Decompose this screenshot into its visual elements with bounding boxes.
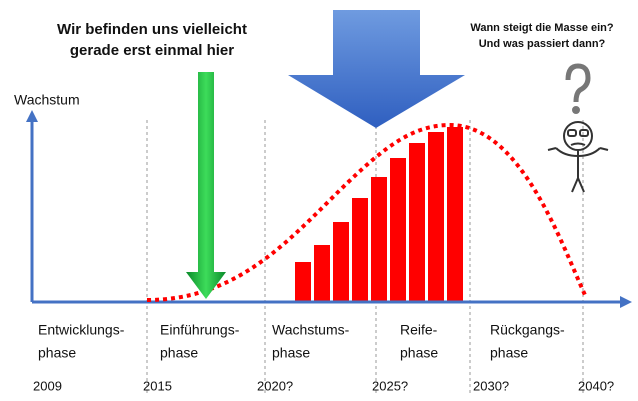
lifecycle-curve xyxy=(146,122,587,302)
year-label: 2020? xyxy=(257,378,293,393)
x-arrowhead xyxy=(620,296,632,308)
phase-label: Reife- xyxy=(400,322,438,338)
blue-arrow xyxy=(288,10,465,128)
phase-label: Rückgangs- xyxy=(490,322,565,338)
phase-label: phase xyxy=(160,345,198,361)
bar xyxy=(390,158,406,302)
confused-figure xyxy=(547,63,609,193)
phase-label: phase xyxy=(38,345,76,361)
y-arrowhead xyxy=(26,110,38,122)
phase-label: phase xyxy=(400,345,438,361)
phase-label: phase xyxy=(272,345,310,361)
title-line: Wir befinden uns vielleicht xyxy=(57,21,247,38)
year-label: 2015 xyxy=(143,378,172,393)
year-label: 2009 xyxy=(33,378,62,393)
question-line: Und was passiert dann? xyxy=(479,38,606,50)
bar xyxy=(295,262,311,302)
green-arrow xyxy=(186,72,226,299)
bar xyxy=(314,245,330,302)
year-label: 2040? xyxy=(578,378,614,393)
phase-label: phase xyxy=(490,345,528,361)
phase-label: Wachstums- xyxy=(272,322,350,338)
bar xyxy=(428,132,444,302)
question-line: Wann steigt die Masse ein? xyxy=(470,22,614,34)
bar xyxy=(333,222,349,302)
bar xyxy=(371,177,387,302)
bar xyxy=(409,143,425,302)
bar xyxy=(352,198,368,302)
bar xyxy=(447,127,463,302)
bars xyxy=(295,127,463,302)
year-label: 2030? xyxy=(473,378,509,393)
phase-label: Entwicklungs- xyxy=(38,322,125,338)
title-line: gerade erst einmal hier xyxy=(70,42,234,59)
phase-label: Einführungs- xyxy=(160,322,240,338)
year-label: 2025? xyxy=(372,378,408,393)
y-axis-label: Wachstum xyxy=(14,92,80,108)
